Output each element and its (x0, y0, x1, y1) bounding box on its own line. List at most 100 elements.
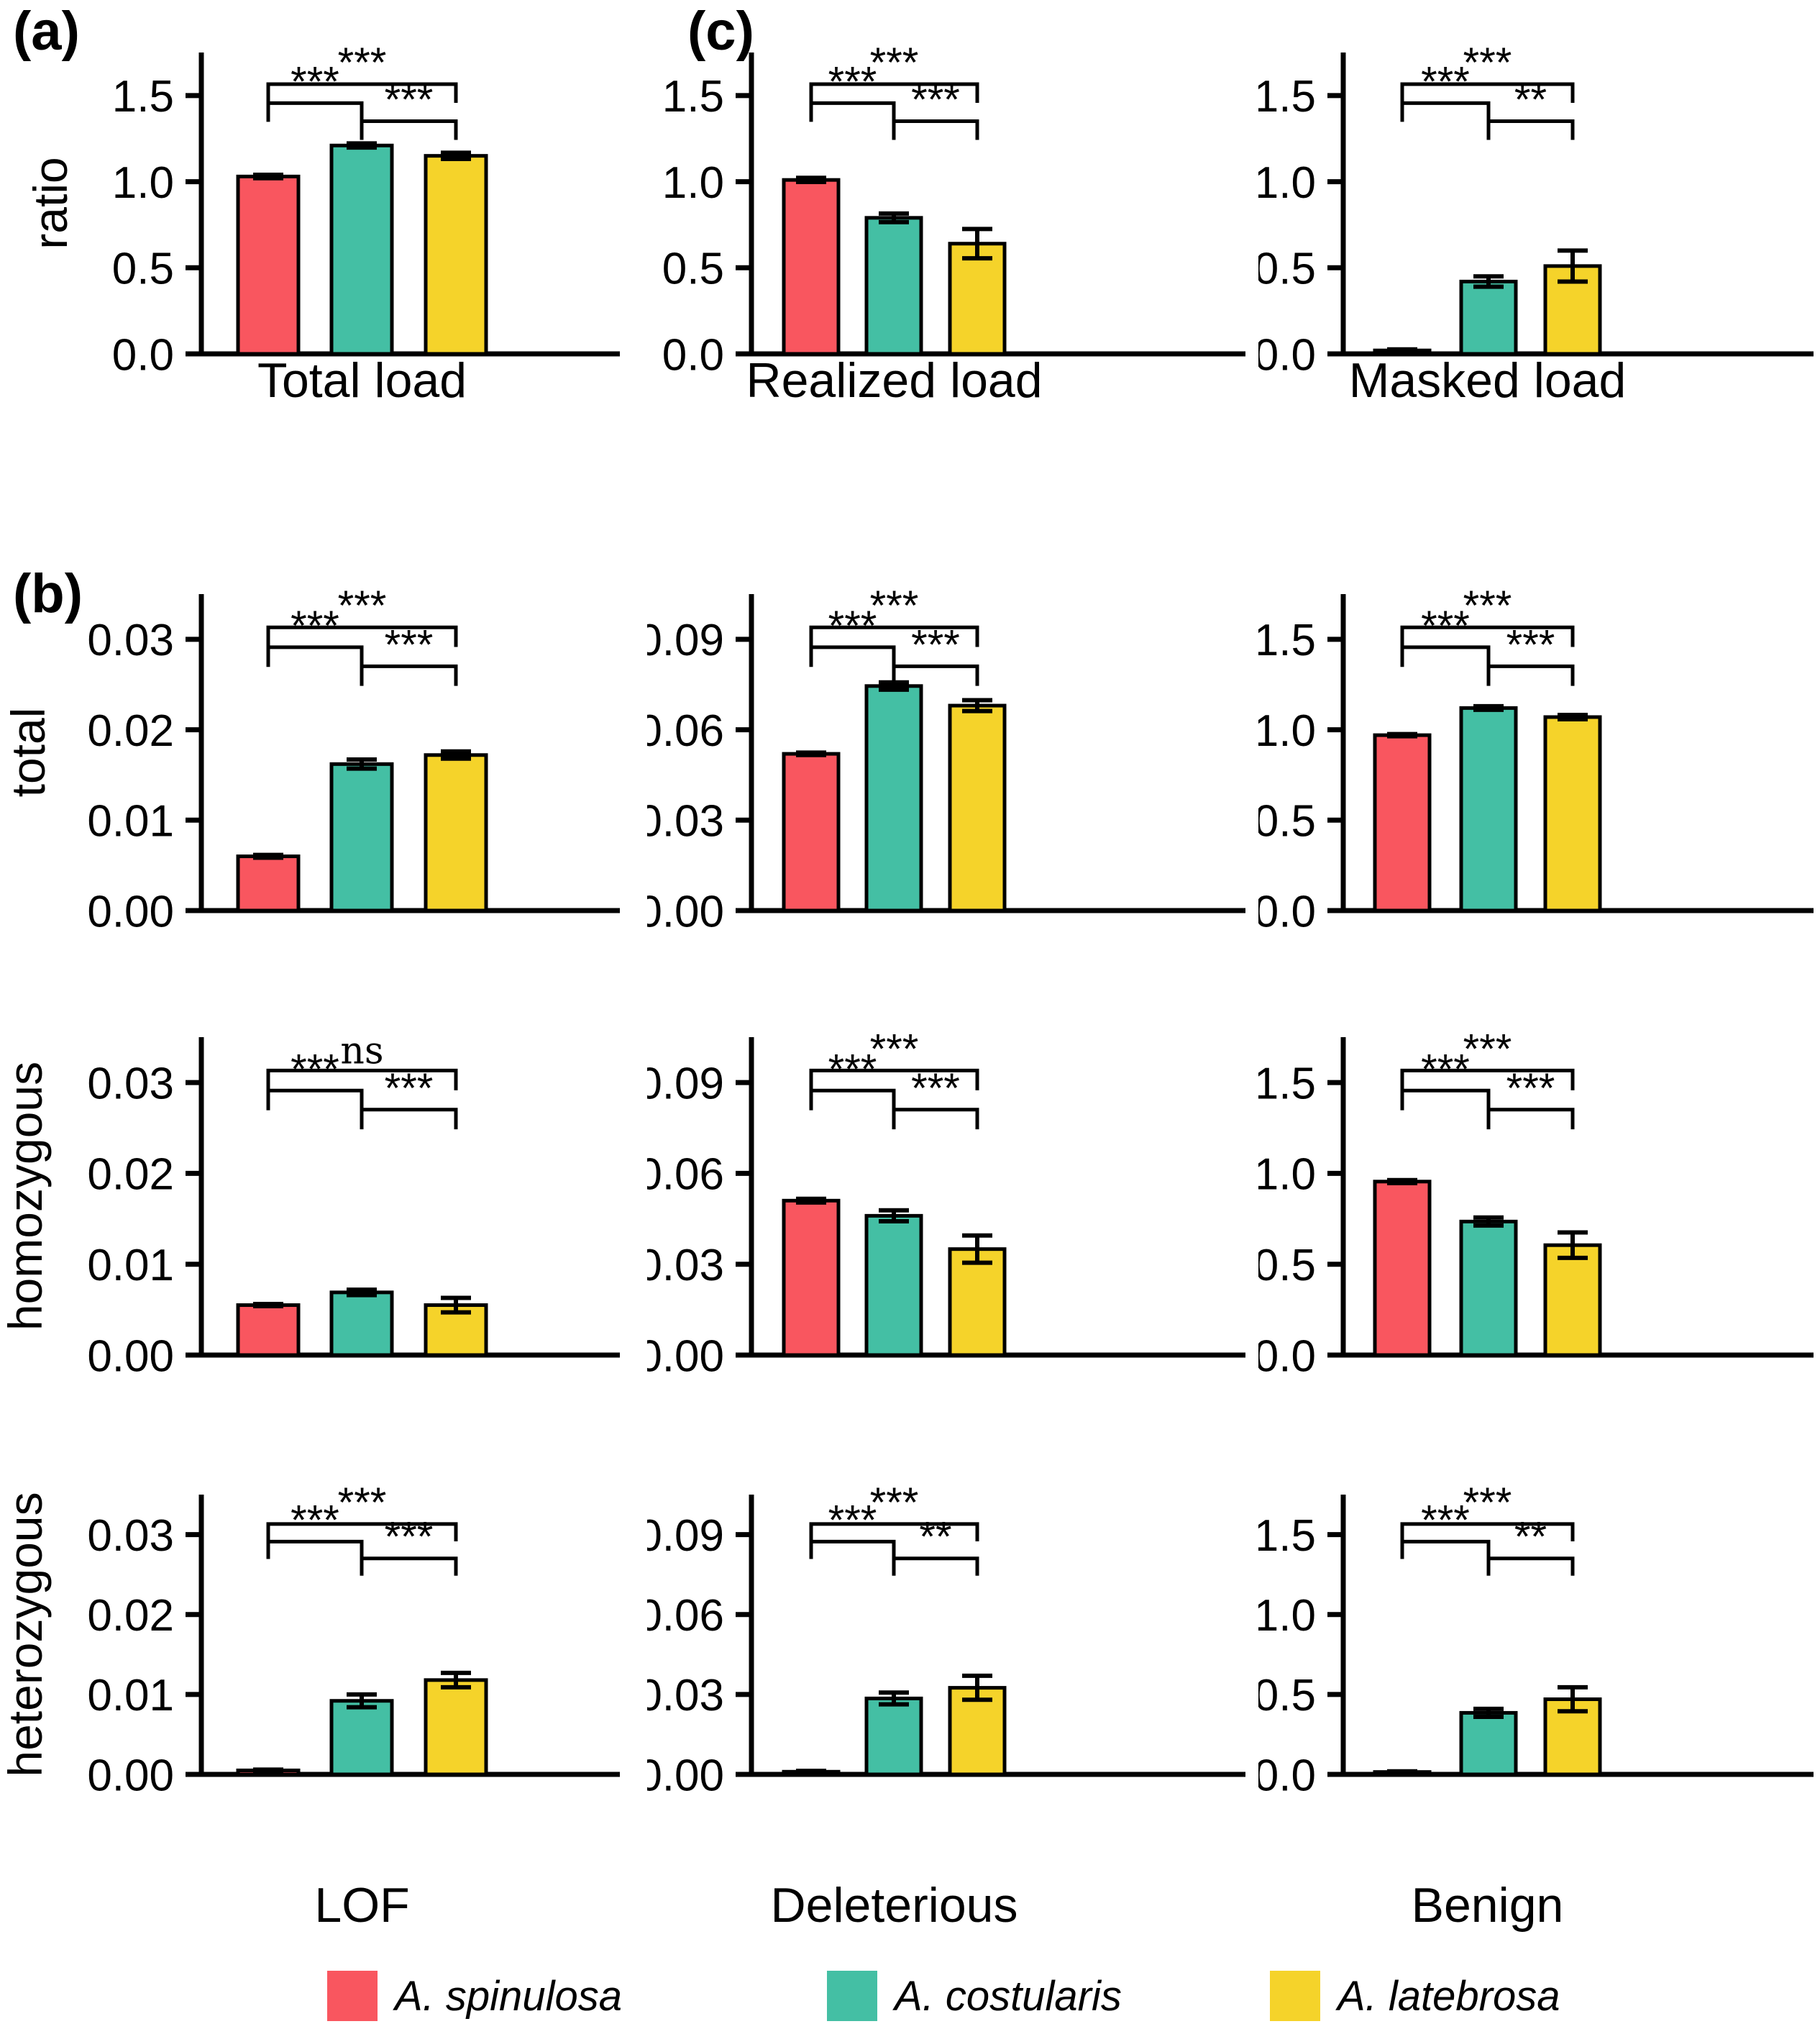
sig-bracket (266, 1088, 364, 1111)
sig-bracket (1400, 101, 1491, 122)
error-bar (1387, 347, 1417, 354)
error-bar (441, 1295, 471, 1315)
error-bar (796, 175, 826, 185)
sig-label: *** (1463, 583, 1512, 629)
chart-total-deleterious: 0.000.030.060.09 *** ****** (647, 583, 1245, 936)
bar-masked-load-1 (1459, 279, 1518, 356)
bar-heterozygous-deleterious-2 (948, 1686, 1007, 1777)
error-bar (1387, 1177, 1417, 1185)
x-axis-label: Total load (257, 353, 467, 408)
error-bar (1473, 1215, 1504, 1228)
error-bar (1387, 1769, 1417, 1775)
sig-bracket (266, 82, 458, 103)
sig-label: *** (911, 1065, 960, 1112)
sig-label: *** (1421, 58, 1470, 105)
sig-label: *** (1463, 1026, 1512, 1072)
sig-label: *** (291, 1497, 339, 1544)
sig-label: *** (385, 1065, 434, 1112)
x-axis-label: LOF (314, 1878, 409, 1933)
sig-label: *** (870, 1482, 919, 1526)
chart-heterozygous-benign: 0.00.51.01.5 *** *****Benign (1258, 1482, 1814, 1933)
error-bar (441, 749, 471, 761)
sig-bracket (809, 82, 979, 103)
y-tick-label: 0.02 (87, 1150, 174, 1200)
y-tick-label: 0.00 (87, 887, 174, 936)
bar-total-lof-0 (236, 854, 301, 913)
sig-bracket (1486, 119, 1575, 140)
bar-realized-load-0 (782, 178, 841, 356)
error-bar (962, 698, 992, 713)
error-bar (1558, 1230, 1588, 1260)
sig-label: *** (1506, 1065, 1555, 1112)
bar-heterozygous-lof-2 (424, 1678, 488, 1777)
sig-bracket (809, 101, 896, 122)
bar-homozygous-deleterious-2 (948, 1247, 1007, 1357)
panel-label-c: (c) (687, 1, 754, 62)
error-bar (1473, 1706, 1504, 1719)
bar-heterozygous-deleterious-1 (864, 1696, 923, 1777)
chart-masked-load: 0.00.51.01.5 *** *****Masked load (1258, 40, 1814, 408)
y-tick-label: 0.0 (1258, 887, 1316, 936)
y-tick-label: 0.01 (87, 1671, 174, 1720)
bar-total-deleterious-0 (782, 752, 841, 913)
y-tick-label: 0.5 (1258, 1671, 1316, 1720)
y-tick-label: 0.03 (87, 1059, 174, 1108)
legend-label: A. spinulosa (395, 1972, 622, 2020)
error-bar (347, 1692, 377, 1710)
sig-bracket (809, 1088, 896, 1111)
y-tick-label: 0.03 (647, 797, 724, 847)
bar-total-lof-1 (329, 762, 394, 913)
sig-bracket (1486, 664, 1575, 686)
legend-item: A. latebrosa (1270, 1969, 1560, 2023)
y-tick-label: 1.5 (662, 72, 724, 122)
sig-label: ** (1514, 1514, 1547, 1561)
bar-homozygous-deleterious-1 (864, 1213, 923, 1357)
sig-label: *** (338, 583, 387, 629)
chart-heterozygous-deleterious: 0.000.030.060.09 *** *****Deleterious (647, 1482, 1245, 1933)
x-axis-label: Benign (1412, 1878, 1564, 1933)
panel-label-a: (a) (13, 1, 80, 62)
y-tick-label: 0.00 (647, 1331, 724, 1381)
bar-homozygous-benign-0 (1373, 1180, 1432, 1357)
y-tick-label: 1.0 (1258, 1591, 1316, 1641)
y-tick-label: 0.5 (1258, 245, 1316, 294)
sig-bracket (809, 1068, 979, 1090)
y-tick-label: 0.00 (647, 887, 724, 936)
error-bar (1473, 703, 1504, 712)
bar-homozygous-lof-1 (329, 1290, 394, 1357)
y-tick-label: 0.01 (87, 1241, 174, 1290)
sig-label: *** (385, 621, 434, 668)
bar-total-benign-1 (1459, 706, 1518, 913)
sig-bracket (892, 1108, 979, 1130)
x-axis-label: Masked load (1349, 353, 1627, 408)
error-bar (347, 141, 377, 150)
y-tick-label: 0.09 (647, 616, 724, 665)
error-bar (441, 1670, 471, 1690)
error-bar (347, 1287, 377, 1298)
sig-label: *** (1421, 1497, 1470, 1544)
sig-bracket (266, 1539, 364, 1559)
y-tick-label: 1.5 (1258, 616, 1316, 665)
sig-label: *** (338, 1482, 387, 1526)
y-tick-label: 1.5 (112, 72, 174, 122)
sig-label: *** (828, 58, 877, 105)
sig-bracket (809, 1539, 896, 1559)
legend-swatch-costularis (827, 1971, 877, 2021)
y-tick-label: 0.0 (1258, 1751, 1316, 1800)
sig-bracket (266, 101, 364, 122)
sig-label: *** (1463, 40, 1512, 86)
sig-label: *** (911, 621, 960, 668)
error-bar (879, 1690, 909, 1707)
error-bar (1558, 712, 1588, 721)
y-tick-label: 0.0 (662, 330, 724, 380)
y-tick-label: 0.00 (87, 1751, 174, 1800)
y-tick-label: 0.00 (647, 1751, 724, 1800)
y-tick-label: 1.0 (1258, 706, 1316, 756)
sig-label: ns (340, 1029, 383, 1072)
y-tick-label: 1.0 (662, 158, 724, 208)
y-tick-label: 0.03 (87, 616, 174, 665)
